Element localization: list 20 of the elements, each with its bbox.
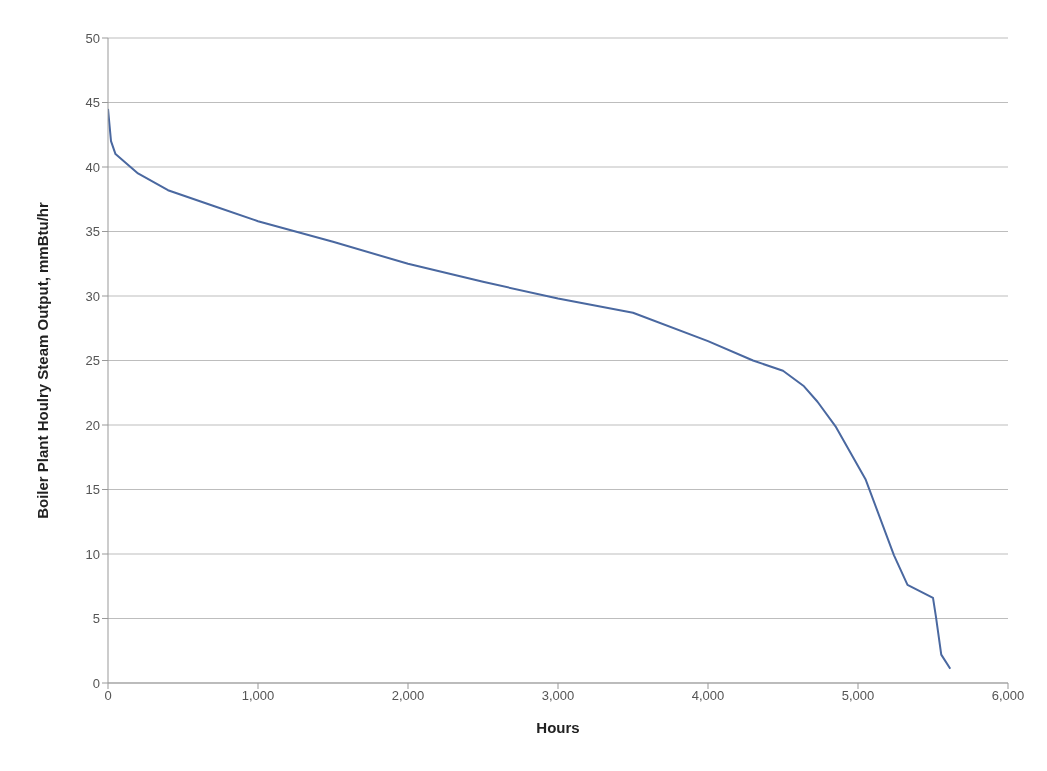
y-tick-label: 30 — [85, 288, 100, 304]
y-tick-label: 50 — [85, 30, 100, 46]
y-tick-label: 40 — [85, 159, 100, 175]
y-tick-label: 10 — [85, 546, 100, 562]
y-tick-label: 20 — [85, 417, 100, 433]
y-tick-label: 15 — [85, 482, 100, 498]
y-tick-label: 35 — [85, 224, 100, 240]
y-tick-label: 0 — [92, 675, 100, 691]
y-tick-label: 25 — [85, 353, 100, 369]
x-tick-label: 5,000 — [841, 688, 875, 704]
x-tick-label: 1,000 — [241, 688, 275, 704]
x-tick-label: 4,000 — [691, 688, 725, 704]
x-tick-label: 3,000 — [541, 688, 575, 704]
x-tick-label: 2,000 — [391, 688, 425, 704]
y-tick-label: 45 — [85, 95, 100, 111]
y-axis-title: Boiler Plant Houlry Steam Output, mmBtu/hr — [34, 202, 52, 519]
x-axis-title: Hours — [536, 719, 580, 736]
x-tick-label: 0 — [104, 688, 112, 704]
x-tick-label: 6,000 — [991, 688, 1025, 704]
y-tick-label: 5 — [92, 611, 100, 627]
